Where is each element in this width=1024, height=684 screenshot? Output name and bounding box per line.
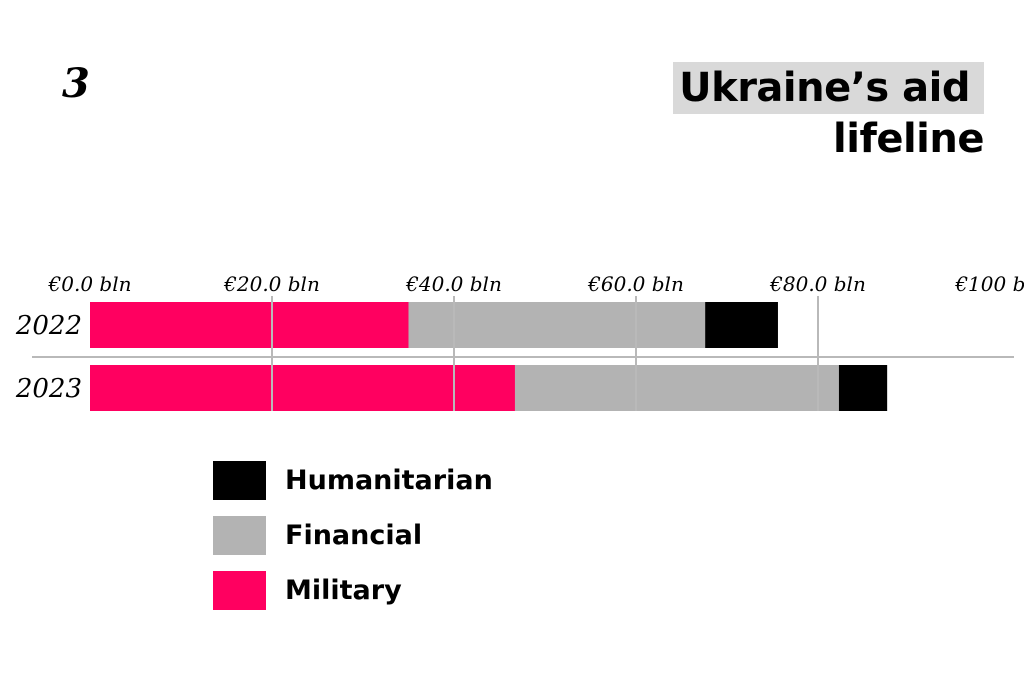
- category-label-2022: 2022: [15, 311, 82, 341]
- legend-label-military: Military: [285, 575, 402, 606]
- bar-2023-financial: [514, 365, 839, 411]
- x-tick-labels: €0.0 bln €20.0 bln €40.0 bln €60.0 bln €80.0…: [48, 272, 1024, 296]
- legend-item-humanitarian: Humanitarian: [213, 461, 493, 500]
- legend: Humanitarian Financial Military: [213, 461, 493, 626]
- x-tick-label-40: €40.0 bln: [405, 272, 502, 296]
- logo: 3: [62, 60, 90, 107]
- x-tick-label-0: €0.0 bln: [48, 272, 132, 296]
- bar-2023-military: [90, 365, 515, 411]
- x-tick-label-80: €80.0 bln: [769, 272, 866, 296]
- title-line-2: lifeline: [833, 116, 984, 162]
- legend-item-military: Military: [213, 571, 493, 610]
- legend-label-financial: Financial: [285, 520, 423, 551]
- x-tick-label-100: €100 bln: [954, 272, 1024, 296]
- chart-title: Ukraine’s aid lifeline: [673, 62, 984, 164]
- legend-item-financial: Financial: [213, 516, 493, 555]
- legend-label-humanitarian: Humanitarian: [285, 465, 493, 496]
- category-labels: 2022 2023: [15, 311, 82, 404]
- x-tick-label-60: €60.0 bln: [587, 272, 684, 296]
- legend-swatch-financial: [213, 516, 266, 555]
- bar-2022-humanitarian: [705, 302, 778, 348]
- bars-layer: [90, 302, 888, 411]
- legend-swatch-military: [213, 571, 266, 610]
- legend-swatch-humanitarian: [213, 461, 266, 500]
- x-tick-label-20: €20.0 bln: [223, 272, 320, 296]
- grid-layer: [32, 296, 1014, 411]
- bar-2023-humanitarian: [838, 365, 888, 411]
- bar-2022-military: [90, 302, 409, 348]
- category-label-2023: 2023: [15, 374, 82, 404]
- bar-2022-financial: [408, 302, 706, 348]
- title-line-1: Ukraine’s aid: [673, 62, 984, 114]
